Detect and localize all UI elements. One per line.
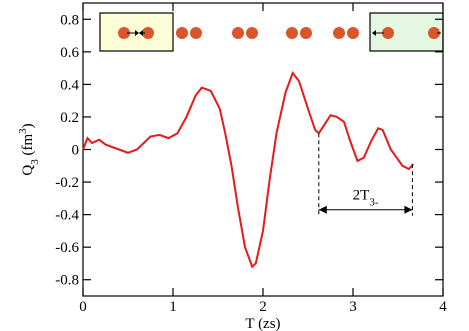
label-part: Q <box>20 165 36 176</box>
y-tick-label: -0.6 <box>55 240 79 256</box>
label-part: 3- <box>369 197 379 209</box>
x-tick-label: 1 <box>169 299 177 315</box>
x-tick-label: 3 <box>349 299 357 315</box>
y-tick-label: 0 <box>72 143 80 159</box>
inset-right <box>369 12 444 52</box>
y-tick-label: -0.8 <box>55 273 79 289</box>
y-tick-label: 0.4 <box>60 77 79 93</box>
x-axis-label: T (zs) <box>245 316 280 331</box>
y-tick-label: 0.6 <box>60 45 79 61</box>
y-tick-label: -0.4 <box>55 208 79 224</box>
x-tick-label: 4 <box>439 299 447 315</box>
label-part: ) <box>20 123 36 128</box>
label-part: 3 <box>29 159 41 165</box>
y-axis-label: Q3 (fm3) <box>17 123 41 175</box>
label-part: 2T <box>353 188 370 204</box>
annotation-label: 2T3- <box>353 188 379 209</box>
x-tick-label: 2 <box>259 299 267 315</box>
label-part: 3 <box>17 128 29 134</box>
label-part: T (zs) <box>245 316 280 331</box>
x-tick-label: 0 <box>79 299 87 315</box>
inset-balls <box>176 27 359 39</box>
inset-left <box>99 12 174 52</box>
y-tick-label: -0.2 <box>55 175 79 191</box>
y-tick-label: 0.2 <box>60 110 79 126</box>
y-tick-label: 0.8 <box>60 12 79 28</box>
line <box>82 70 415 269</box>
label-part: (fm <box>20 134 36 160</box>
